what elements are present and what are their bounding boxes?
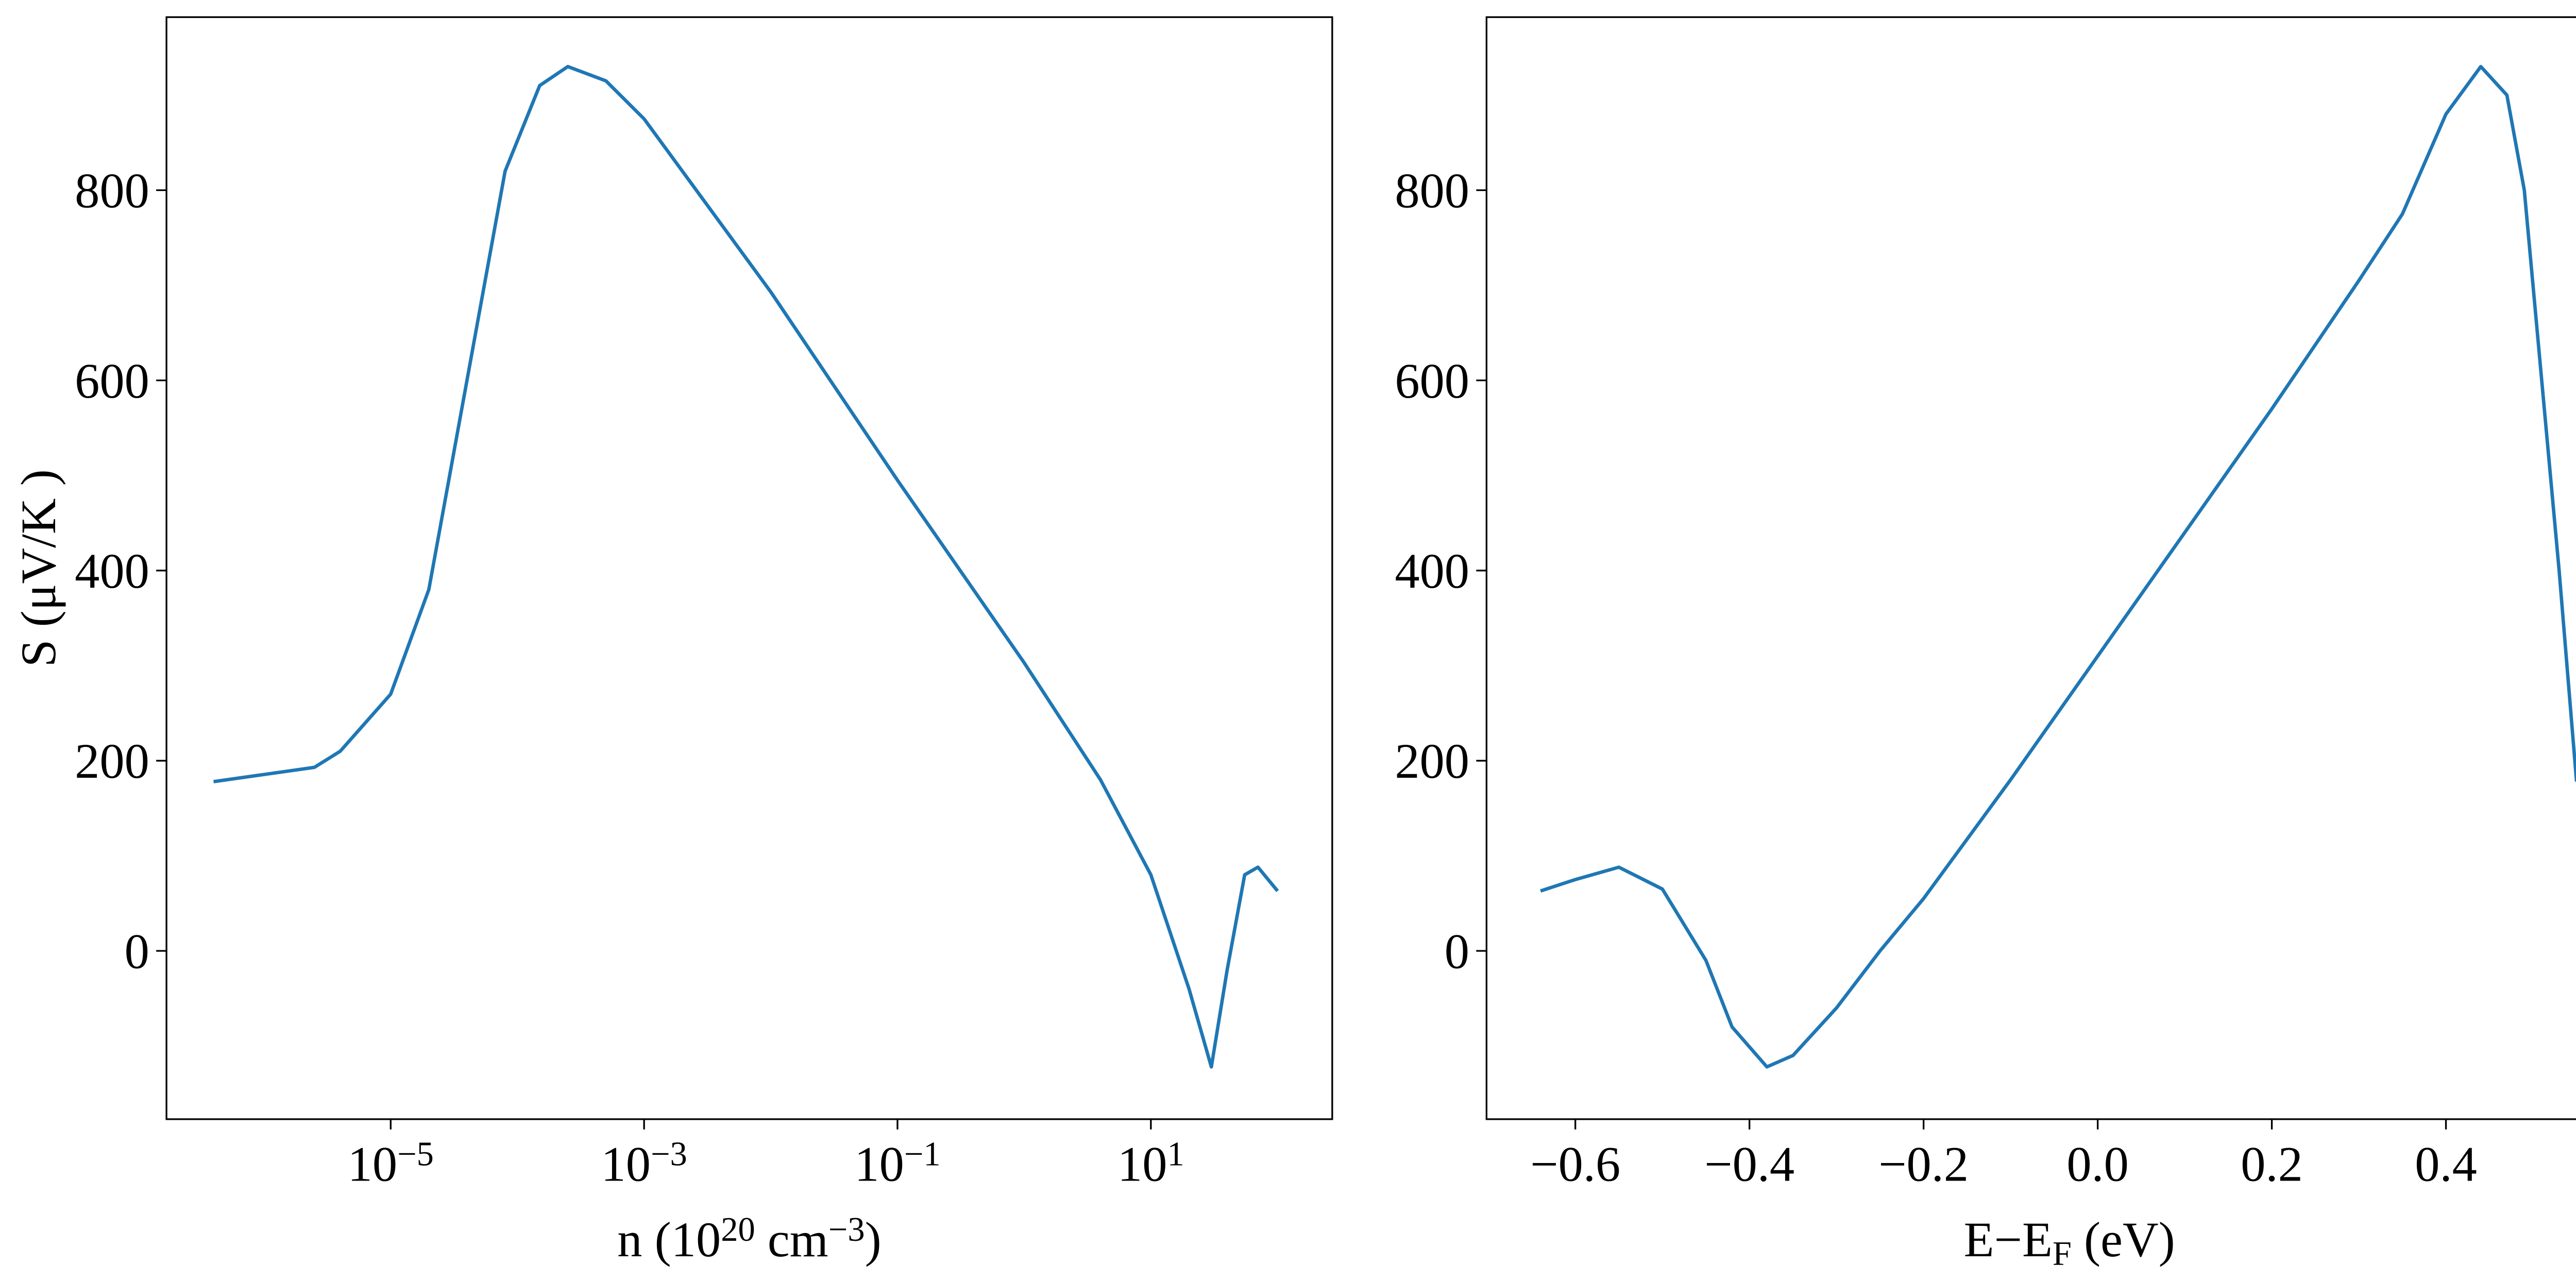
tick-text: 10	[854, 1137, 904, 1192]
tick-text: 0.4	[2415, 1137, 2477, 1192]
label-part: cm	[755, 1212, 828, 1267]
plot-frame	[165, 16, 1333, 1120]
x-tick-label: −0.4	[1704, 1137, 1794, 1192]
x-tick-label: −0.6	[1530, 1137, 1620, 1192]
tick-text: 0.0	[2066, 1137, 2129, 1192]
x-axis-label: n (1020 cm−3)	[617, 1211, 881, 1267]
plot-frame	[1485, 16, 2576, 1120]
tick-text: −0.4	[1704, 1137, 1794, 1192]
tick-text: 10	[348, 1137, 397, 1192]
x-tick-label: 101	[1117, 1136, 1184, 1192]
label-part: E−E	[1964, 1212, 2053, 1267]
line	[1540, 64, 2576, 1069]
label-script: −3	[828, 1211, 865, 1249]
label-part: n (10	[617, 1212, 721, 1267]
chart: 0200400600800−0.6−0.4−0.20.00.20.40.6E−E…	[1395, 16, 2576, 1273]
x-tick-label: 0.2	[2241, 1137, 2303, 1192]
tick-text: 10	[601, 1137, 651, 1192]
y-tick-label: 200	[1395, 733, 1469, 789]
x-tick-label: 0.4	[2415, 1137, 2477, 1192]
y-tick-label: 600	[75, 353, 149, 408]
tick-exponent: 1	[1167, 1136, 1184, 1173]
x-tick-label: −0.2	[1878, 1137, 1969, 1192]
y-tick-label: 400	[75, 543, 149, 599]
tick-text: −0.2	[1878, 1137, 1969, 1192]
x-axis-label: E−EF (eV)	[1964, 1212, 2175, 1273]
y-tick-label: 800	[75, 163, 149, 218]
y-tick-label: 200	[75, 733, 149, 789]
y-axis-label: S (μV/K )	[11, 469, 66, 667]
label-script: 20	[721, 1211, 755, 1249]
label-part: (eV)	[2072, 1212, 2175, 1267]
y-tick-label: 400	[1395, 543, 1469, 599]
x-tick-label: 10−1	[854, 1136, 940, 1192]
label-script: F	[2053, 1235, 2072, 1273]
y-tick-label: 0	[1445, 924, 1469, 979]
y-tick-label: 800	[1395, 163, 1469, 218]
y-tick-label: 0	[125, 924, 149, 979]
label-part: )	[865, 1212, 882, 1267]
line	[213, 64, 1279, 1069]
tick-exponent: −5	[397, 1136, 434, 1173]
tick-text: 0.2	[2241, 1137, 2303, 1192]
tick-text: 10	[1117, 1137, 1167, 1192]
tick-exponent: −1	[904, 1136, 941, 1173]
tick-exponent: −3	[651, 1136, 687, 1173]
tick-text: −0.6	[1530, 1137, 1620, 1192]
x-tick-label: 10−5	[348, 1136, 434, 1192]
y-tick-label: 600	[1395, 353, 1469, 408]
x-tick-label: 10−3	[601, 1136, 687, 1192]
x-tick-label: 0.0	[2066, 1137, 2129, 1192]
